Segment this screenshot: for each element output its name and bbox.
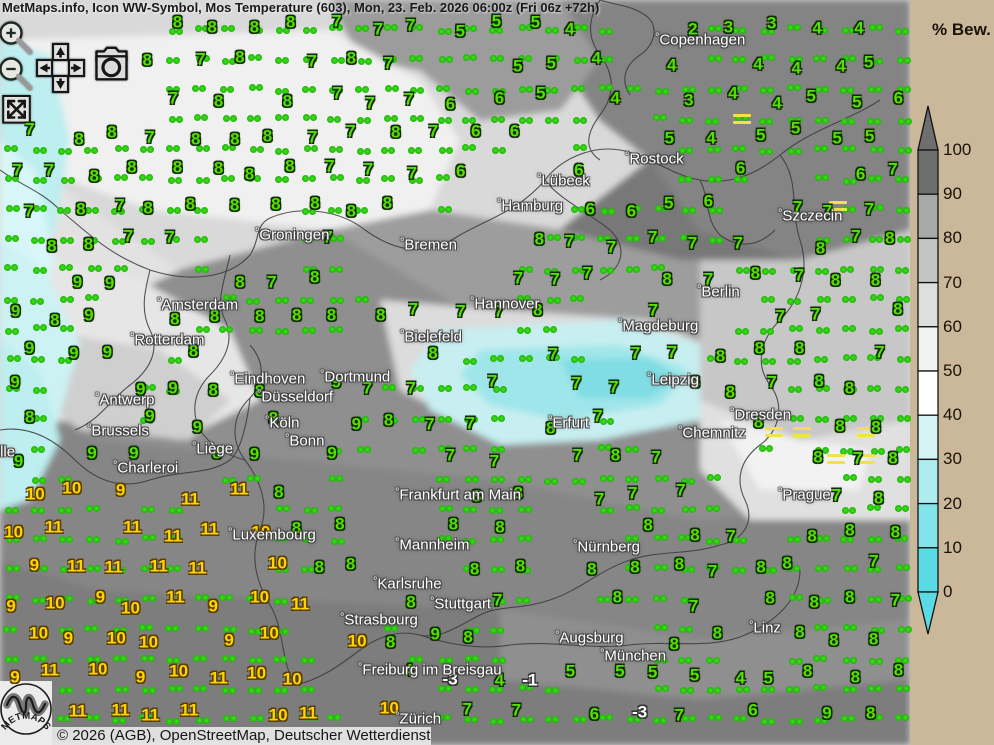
svg-text:20: 20 bbox=[943, 494, 962, 513]
svg-text:70: 70 bbox=[943, 273, 962, 292]
svg-text:100: 100 bbox=[943, 140, 971, 159]
svg-text:60: 60 bbox=[943, 317, 962, 336]
svg-text:0: 0 bbox=[943, 582, 952, 601]
svg-text:30: 30 bbox=[943, 449, 962, 468]
svg-text:90: 90 bbox=[943, 184, 962, 203]
svg-text:80: 80 bbox=[943, 228, 962, 247]
svg-text:10: 10 bbox=[943, 538, 962, 557]
svg-text:50: 50 bbox=[943, 361, 962, 380]
svg-text:40: 40 bbox=[943, 405, 962, 424]
